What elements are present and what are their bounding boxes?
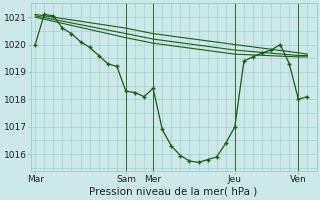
X-axis label: Pression niveau de la mer( hPa ): Pression niveau de la mer( hPa )	[90, 187, 258, 197]
